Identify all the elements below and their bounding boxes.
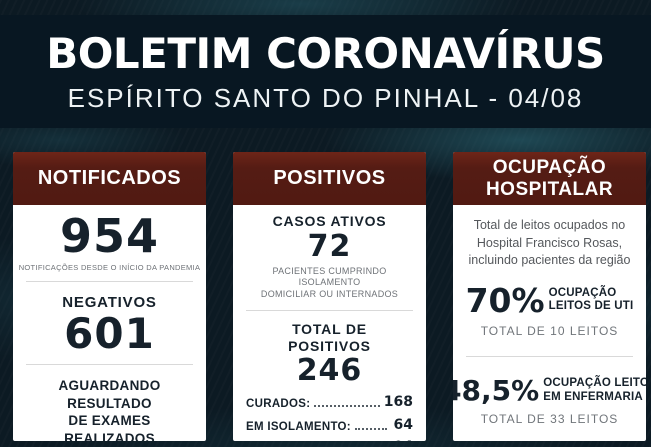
ocupacao-description-line3: incluindo pacientes da região [468, 253, 631, 267]
card-ocupacao-header: OCUPAÇÃO HOSPITALAR [453, 152, 646, 205]
card-notificados: NOTIFICADOS 954 NOTIFICAÇÕES DESDE O INÍ… [13, 152, 206, 441]
enfermaria-total-beds: TOTAL DE 33 LEITOS [480, 411, 619, 426]
positivos-breakdown: CURADOS: 168 EM ISOLAMENTO: 64 INTERNADO… [246, 394, 413, 441]
ocupacao-description: Total de leitos ocupados no Hospital Fra… [469, 217, 631, 270]
aguardando-label: AGUARDANDO RESULTADO DE EXAMES REALIZADO… [26, 377, 193, 441]
divider [26, 281, 193, 282]
cards-row: NOTIFICADOS 954 NOTIFICAÇÕES DESDE O INÍ… [13, 152, 646, 441]
divider [246, 309, 413, 311]
ocupacao-description-line2: Hospital Francisco Rosas, [476, 235, 623, 250]
aguardando-label-line1: AGUARDANDO RESULTADO [58, 378, 161, 411]
card-positivos-header: POSITIVOS [233, 152, 426, 205]
ocupacao-description-line1: Total de leitos ocupados no [473, 218, 626, 232]
breakdown-label: CURADOS: [246, 398, 311, 411]
dotted-leader [354, 427, 387, 430]
card-ocupacao-hospitalar: OCUPAÇÃO HOSPITALAR Total de leitos ocup… [453, 152, 646, 441]
card-positivos: POSITIVOS CASOS ATIVOS 72 PACIENTES CUMP… [233, 152, 426, 441]
casos-ativos-caption-line1: PACIENTES CUMPRINDO ISOLAMENTO [272, 265, 387, 288]
casos-ativos-value: 72 [307, 228, 352, 264]
negativos-label: NEGATIVOS [62, 294, 157, 311]
breakdown-value: 04 [391, 439, 413, 441]
notificados-total-caption: NOTIFICAÇÕES DESDE O INÍCIO DA PANDEMIA [18, 263, 201, 272]
breakdown-value: 64 [393, 416, 413, 433]
card-notificados-header: NOTIFICADOS [13, 152, 206, 205]
casos-ativos-caption-line2: DOMICILIAR OU INTERNADOS [260, 289, 399, 300]
total-positivos-value: 246 [296, 353, 363, 389]
uti-percent-label: OCUPAÇÃO LEITOS DE UTI [549, 287, 634, 313]
uti-total-beds: TOTAL DE 10 LEITOS [480, 323, 619, 338]
breakdown-label: EM ISOLAMENTO: [246, 420, 351, 433]
dotted-leader [314, 405, 380, 408]
bulletin-title: BOLETIM CORONAVÍRUS [46, 28, 605, 78]
negativos-value: 601 [64, 309, 155, 358]
notificados-total-value: 954 [59, 209, 160, 263]
card-ocupacao-body: Total de leitos ocupados no Hospital Fra… [453, 205, 646, 441]
uti-occupancy-block: 70% OCUPAÇÃO LEITOS DE UTI [466, 284, 634, 317]
bulletin-subtitle: ESPÍRITO SANTO DO PINHAL - 04/08 [67, 82, 584, 113]
total-positivos-label-line1: TOTAL DE [292, 320, 367, 337]
casos-ativos-caption: PACIENTES CUMPRINDO ISOLAMENTO DOMICILIA… [246, 266, 413, 301]
divider [466, 355, 633, 357]
breakdown-row-internado: INTERNADO: 04 [246, 439, 413, 441]
uti-percent: 70% [465, 280, 545, 320]
enfermaria-percent: 48,5% [453, 373, 540, 407]
uti-label-line1: OCUPAÇÃO [548, 286, 617, 299]
uti-label-line2: LEITOS DE UTI [548, 300, 634, 312]
ocupacao-title-line2: HOSPITALAR [485, 178, 614, 200]
breakdown-row-isolamento: EM ISOLAMENTO: 64 [246, 417, 413, 433]
bulletin-header-band: BOLETIM CORONAVÍRUS ESPÍRITO SANTO DO PI… [0, 15, 651, 128]
enfermaria-occupancy-block: 48,5% OCUPAÇÃO LEITOS EM ENFERMARIA [453, 373, 646, 407]
card-positivos-body: CASOS ATIVOS 72 PACIENTES CUMPRINDO ISOL… [233, 205, 426, 441]
total-positivos-label-line2: POSITIVOS [288, 337, 371, 354]
breakdown-row-curados: CURADOS: 168 [246, 394, 413, 410]
casos-ativos-label: CASOS ATIVOS [272, 213, 387, 229]
divider [26, 364, 193, 365]
enfermaria-percent-label: OCUPAÇÃO LEITOS EM ENFERMARIA [543, 377, 646, 403]
ocupacao-title-line1: OCUPAÇÃO [492, 156, 607, 178]
enfermaria-label-line2: EM ENFERMARIA [543, 390, 643, 403]
breakdown-value: 168 [383, 394, 413, 411]
total-positivos-label: TOTAL DE POSITIVOS [288, 321, 371, 355]
aguardando-label-line2: DE EXAMES REALIZADOS [64, 413, 155, 441]
card-notificados-body: 954 NOTIFICAÇÕES DESDE O INÍCIO DA PANDE… [13, 205, 206, 441]
enfermaria-label-line1: OCUPAÇÃO LEITOS [543, 377, 646, 390]
